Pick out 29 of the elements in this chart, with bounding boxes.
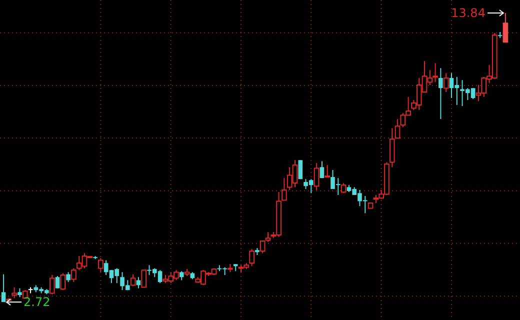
candlestick: [320, 160, 324, 179]
candlestick: [314, 162, 320, 191]
candlestick: [71, 268, 76, 283]
candlestick: [141, 270, 147, 288]
annotation: 13.84: [451, 6, 486, 20]
candlestick: [282, 178, 287, 201]
candlestick: [136, 276, 141, 289]
candlestick: [438, 68, 443, 120]
candlestick: [260, 240, 266, 254]
candlestick: [389, 128, 395, 168]
candlestick: [66, 272, 70, 283]
candlestick: [98, 258, 104, 273]
candlestick: [55, 276, 60, 289]
candlestick: [394, 118, 400, 139]
candlestick: [443, 72, 449, 93]
candlestick: [298, 160, 303, 180]
candlestick: [12, 286, 17, 299]
candlestick: [179, 270, 184, 281]
candlestick: [432, 62, 438, 83]
candlestick: [130, 274, 136, 287]
annotation: 2.72: [24, 295, 50, 310]
candlestick: [49, 274, 55, 295]
candlestick: [60, 272, 66, 291]
candlestick: [249, 248, 254, 267]
candlestick: [1, 274, 6, 303]
candlestick: [265, 232, 271, 243]
candlestick: [502, 12, 508, 43]
candlestick: [340, 182, 346, 194]
candlestick: [324, 164, 330, 178]
